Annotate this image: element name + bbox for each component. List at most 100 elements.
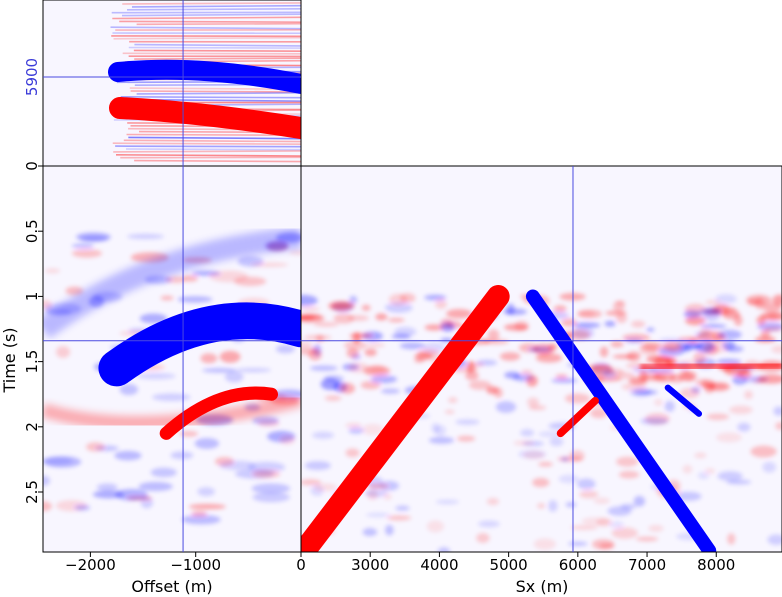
noise-blob xyxy=(577,478,596,490)
noise-blob xyxy=(750,445,777,458)
noise-blob xyxy=(386,515,412,521)
noise-blob xyxy=(399,293,416,303)
noise-blob xyxy=(308,349,322,361)
noise-blob xyxy=(275,344,295,354)
noise-blob xyxy=(362,528,378,537)
noise-blob xyxy=(746,294,772,306)
time-tick-label: 0.5 xyxy=(23,219,41,243)
noise-blob xyxy=(279,435,296,445)
noise-blob xyxy=(348,362,369,373)
noise-blob xyxy=(289,250,301,255)
noise-blob xyxy=(361,423,384,436)
noise-blob xyxy=(520,429,535,437)
noise-blob xyxy=(607,368,624,376)
trace-line xyxy=(119,20,301,23)
noise-blob xyxy=(610,340,624,348)
trace-line xyxy=(134,43,301,47)
noise-blob xyxy=(486,497,500,506)
time-axis-label: Time (s) xyxy=(0,327,19,393)
trace-line xyxy=(134,159,301,163)
trace-line xyxy=(128,136,301,140)
time-slice-image xyxy=(108,2,301,163)
noise-blob xyxy=(360,380,381,390)
noise-blob xyxy=(446,308,473,319)
noise-blob xyxy=(569,450,585,461)
faint-event xyxy=(43,393,301,430)
noise-blob xyxy=(301,314,322,320)
noise-blob xyxy=(384,302,413,313)
noise-blob xyxy=(348,427,364,434)
noise-blob xyxy=(604,320,616,327)
noise-blob xyxy=(476,359,498,366)
noise-blob xyxy=(197,487,215,497)
noise-blob xyxy=(771,345,782,354)
noise-blob xyxy=(705,299,721,306)
noise-blob xyxy=(301,479,322,486)
noise-blob xyxy=(138,481,173,492)
trace-line xyxy=(110,26,301,30)
trace-line xyxy=(129,87,301,91)
positive-event xyxy=(639,359,782,374)
noise-blob xyxy=(366,342,385,348)
noise-blob xyxy=(170,451,194,460)
noise-blob xyxy=(43,456,82,468)
noise-blob xyxy=(385,524,394,536)
noise-blob xyxy=(309,365,338,371)
noise-blob xyxy=(717,471,743,481)
noise-blob xyxy=(504,371,521,379)
noise-blob xyxy=(395,505,410,511)
noise-blob xyxy=(343,340,367,351)
noise-blob xyxy=(528,347,552,352)
positive-event xyxy=(301,284,510,552)
noise-blob xyxy=(43,501,52,512)
noise-blob xyxy=(694,452,707,459)
noise-blob xyxy=(538,461,553,467)
noise-blob xyxy=(363,366,391,377)
noise-blob xyxy=(179,430,198,437)
noise-blob xyxy=(333,313,355,324)
noise-blob xyxy=(428,436,455,444)
noise-blob xyxy=(695,340,715,353)
noise-blob xyxy=(760,329,771,338)
noise-blob xyxy=(76,232,111,242)
noise-blob xyxy=(200,353,218,364)
noise-blob xyxy=(560,457,570,462)
noise-blob xyxy=(538,431,562,438)
noise-blob xyxy=(71,243,95,249)
noise-blob xyxy=(188,503,226,510)
negative-event xyxy=(98,302,301,387)
noise-blob xyxy=(737,370,752,379)
noise-blob xyxy=(537,503,546,509)
noise-blob xyxy=(364,488,388,498)
noise-blob xyxy=(375,313,388,321)
noise-blob xyxy=(233,276,267,286)
noise-blob xyxy=(503,323,529,331)
noise-blob xyxy=(654,399,663,406)
trace-line xyxy=(134,57,301,60)
trace-line xyxy=(131,4,301,8)
noise-blob xyxy=(139,313,168,324)
trace-line xyxy=(121,13,301,17)
noise-blob xyxy=(593,497,610,504)
noise-blob xyxy=(760,311,782,321)
noise-blob xyxy=(478,520,500,528)
noise-blob xyxy=(532,477,550,488)
trace-line xyxy=(120,96,301,99)
noise-blob xyxy=(71,249,103,258)
noise-blob xyxy=(757,374,782,384)
noise-blob xyxy=(773,406,782,416)
noise-blob xyxy=(549,437,564,447)
sx-panel-frame xyxy=(300,165,782,553)
negative-event xyxy=(525,289,717,552)
noise-blob xyxy=(426,520,444,533)
noise-blob xyxy=(679,387,700,399)
sx-axis-label: Sx (m) xyxy=(516,577,569,596)
noise-blob xyxy=(704,468,716,474)
noise-blob xyxy=(486,386,499,395)
noise-blob xyxy=(387,317,405,323)
noise-blob xyxy=(361,304,371,311)
noise-blob xyxy=(640,417,669,425)
trace-line xyxy=(128,46,301,49)
noise-blob xyxy=(715,294,737,304)
noise-blob xyxy=(733,314,743,326)
